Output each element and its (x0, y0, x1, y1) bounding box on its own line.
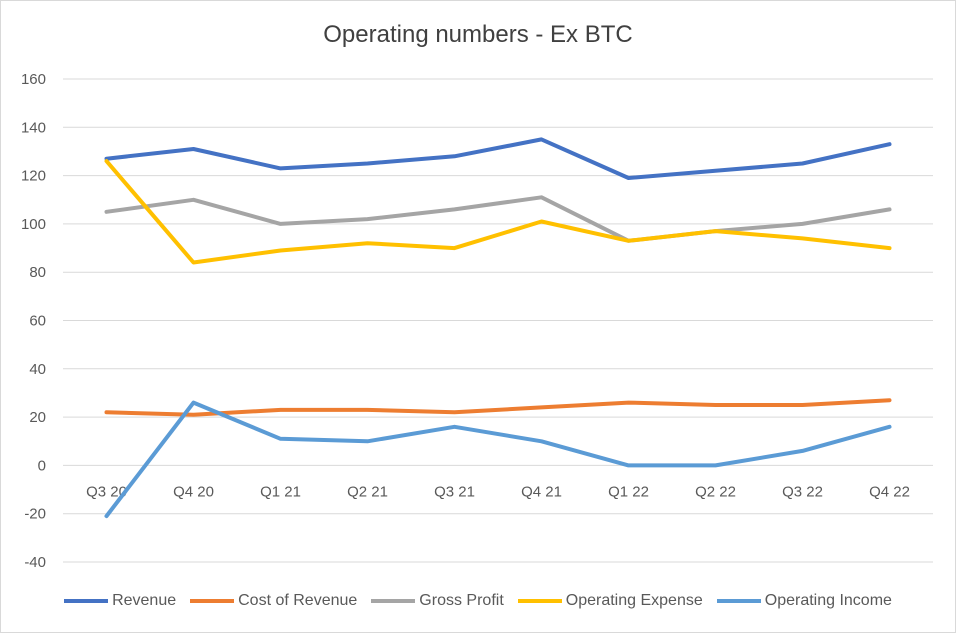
legend-label: Cost of Revenue (238, 592, 358, 609)
legend-swatch (371, 599, 416, 603)
y-tick-label: 60 (29, 313, 46, 330)
series-line-operating-income (104, 400, 892, 519)
y-tick-label: 40 (29, 361, 46, 378)
x-tick-label: Q4 20 (173, 483, 214, 500)
y-tick-label: 120 (21, 168, 46, 185)
legend-swatch (517, 599, 562, 603)
series-line-gross-profit (104, 195, 892, 243)
legend-item: Gross Profit (371, 592, 504, 610)
y-tick-label: 20 (29, 409, 46, 426)
chart-title: Operating numbers - Ex BTC (323, 21, 633, 48)
legend-item: Cost of Revenue (190, 592, 357, 610)
x-tick-label: Q2 22 (695, 483, 736, 500)
legend-label: Operating Income (764, 592, 892, 609)
x-tick-label: Q3 22 (782, 483, 823, 500)
y-tick-label: -40 (24, 554, 46, 571)
legend-item: Operating Income (716, 592, 892, 610)
x-tick-label: Q4 21 (521, 483, 562, 500)
series-line-revenue (104, 137, 892, 180)
legend-label: Operating Expense (565, 592, 703, 609)
legend-label: Gross Profit (419, 592, 504, 609)
legend-swatch (716, 599, 761, 603)
legend-swatch (190, 599, 235, 603)
y-tick-label: 80 (29, 264, 46, 281)
x-tick-label: Q3 21 (434, 483, 475, 500)
legend-item: Operating Expense (517, 592, 703, 610)
y-tick-label: 140 (21, 119, 46, 136)
x-tick-label: Q4 22 (869, 483, 910, 500)
legend-label: Revenue (112, 592, 177, 609)
x-tick-label: Q3 20 (86, 483, 127, 500)
series-line-operating-expense (104, 159, 892, 265)
x-tick-label: Q1 22 (608, 483, 649, 500)
y-tick-label: 0 (38, 457, 46, 474)
series-line-cost-of-revenue (104, 398, 892, 417)
chart-legend: Revenue Cost of Revenue Gross Profit Operat… (1, 592, 955, 610)
y-tick-label: 100 (21, 216, 46, 233)
x-tick-label: Q2 21 (347, 483, 388, 500)
y-tick-label: -20 (24, 506, 46, 523)
legend-swatch (64, 599, 109, 603)
x-tick-label: Q1 21 (260, 483, 301, 500)
y-tick-label: 160 (21, 71, 46, 88)
legend-item: Revenue (64, 592, 176, 610)
